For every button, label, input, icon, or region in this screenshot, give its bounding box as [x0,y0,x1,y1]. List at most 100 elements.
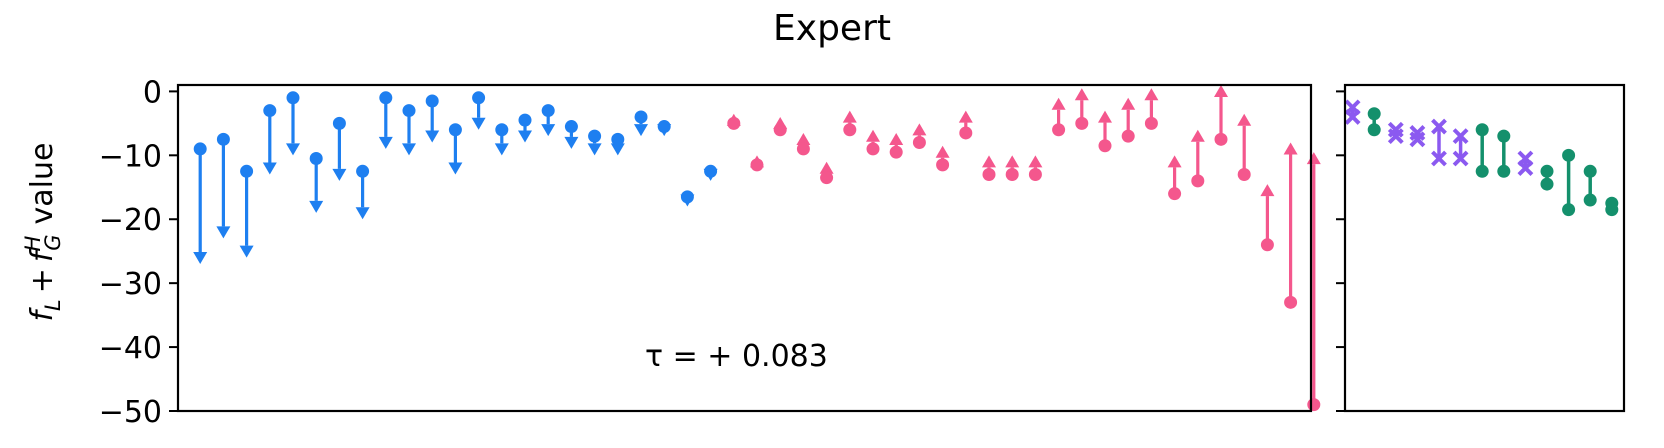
arrow-head [1005,155,1020,168]
arrow-head [1098,110,1112,123]
start-dot [1214,132,1228,146]
arrow-down [634,110,648,137]
arrow-head [541,124,556,137]
arrow-up [1167,155,1182,201]
start-dot [657,120,671,134]
arrow-head [1144,88,1159,101]
arrow-up [1283,142,1298,309]
arrow-down [703,164,718,181]
svg-text:fL+fHGvalue: fL+fHGvalue [21,143,65,322]
arrow-down [332,116,347,181]
start-dot [1284,295,1298,309]
y-tick-label: −20 [99,203,162,238]
start-dot [518,113,532,127]
arrow-up [1051,97,1066,137]
start-dot [1168,187,1182,201]
arrow-up [1028,155,1043,181]
arrow-head [1260,184,1275,197]
pair-cross [1344,99,1361,125]
arrow-up [1074,88,1089,130]
cross-marker [1517,160,1534,177]
start-dot [1144,116,1158,130]
start-dot [727,116,741,130]
arrow-down [448,123,463,175]
side-plot [1336,83,1626,413]
arrow-head [448,162,463,175]
arrow-up [889,132,904,159]
start-dot [1098,139,1112,153]
arrow-head [1190,129,1205,142]
arrow-head [1028,155,1043,168]
cross-marker [1344,109,1361,125]
arrow-head [958,110,973,123]
arrow-down [657,120,672,137]
arrow-head [239,245,254,258]
start-dot [1121,129,1135,143]
start-dot [843,123,857,137]
pair-dot [1562,203,1576,217]
arrow-down [680,190,695,207]
arrow-head [1237,113,1252,126]
arrow-head [425,130,440,143]
start-dot [332,116,346,130]
arrow-down [587,129,602,156]
arrow-up [982,155,996,181]
start-dot [425,94,439,108]
arrow-up [1306,152,1321,412]
pair-cross [1387,121,1404,145]
arrow-up [726,113,741,130]
arrow-up [1005,155,1020,181]
arrow-down [239,164,254,258]
start-dot [889,145,903,159]
start-dot [1307,398,1321,412]
arrow-head [332,168,347,181]
y-axis-label: fL+fHGvalue [21,143,65,322]
arrow-up [773,116,788,137]
arrow-down [286,91,300,156]
pair-dot [1540,164,1554,178]
cross-marker [1452,150,1469,167]
start-dot [796,142,810,156]
pair-dot [1562,148,1576,217]
start-dot [959,126,973,140]
arrow-head [587,143,602,156]
arrow-down [425,94,440,143]
start-dot [634,110,648,124]
arrow-head [796,132,811,145]
start-dot [588,129,602,143]
arrow-up [1214,85,1228,146]
start-dot [472,91,486,105]
arrow-head [1214,85,1228,97]
pair-dot [1475,164,1489,178]
arrow-up [866,129,880,156]
y-tick-label: −50 [99,395,162,430]
start-dot [1028,167,1042,181]
start-dot [193,142,207,156]
start-dot [866,142,880,156]
ylabel-sup-h: H [21,236,45,252]
ylabel-value: value [25,143,60,225]
pair-dot [1605,196,1619,217]
arrow-up [750,155,764,172]
arrow-up [1237,113,1252,181]
start-dot [495,123,509,137]
start-dot [1237,167,1251,181]
arrow-down [494,123,509,156]
start-dot [356,164,370,178]
start-dot [286,91,300,105]
arrow-head [193,251,208,264]
arrow-up [958,110,973,140]
pair-cross [1517,150,1534,177]
tau-annotation: τ = + 0.083 [645,339,828,374]
arrow-head [889,132,904,145]
arrow-head [216,226,231,239]
arrow-down [518,113,532,143]
arrow-head [842,110,857,123]
arrow-head [494,143,509,156]
start-dot [982,167,996,181]
arrow-head [1306,152,1321,165]
arrow-up [796,132,811,156]
pair-cross [1431,118,1447,167]
pair-dot [1583,164,1597,207]
arrow-up [1260,184,1275,252]
